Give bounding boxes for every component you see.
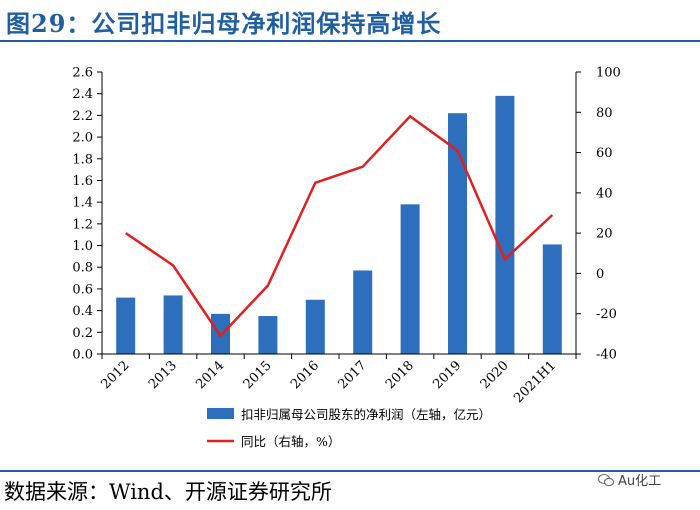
left-tick-label: 1.8 [72,152,93,167]
x-tick-label: 2013 [146,358,180,392]
left-tick-label: 0.6 [72,282,93,297]
x-tick-label: 2016 [288,358,322,392]
x-tick-label: 2014 [193,358,227,392]
bar-2016 [305,299,325,354]
left-tick-label: 0.4 [72,304,93,319]
left-tick-label: 1.6 [72,174,93,189]
watermark-text: Au化工 [618,474,662,489]
bar-2015 [258,316,278,354]
bar-2019 [448,113,467,354]
x-tick-label: 2017 [336,358,370,392]
figure-title: 图29：公司扣非归母净利润保持高增长 [6,9,442,38]
x-tick-label: 2021H1 [511,358,559,406]
left-tick-label: 1.2 [72,217,93,232]
wechat-icon [598,473,614,487]
right-tick-label: 80 [596,106,613,121]
left-tick-label: 1.0 [72,239,93,254]
left-tick-label: 1.4 [72,196,93,211]
bar-2020 [495,95,515,354]
watermark: Au化工 [598,470,661,489]
x-tick-label: 2012 [99,358,133,392]
legend-label-line: 同比（右轴，%） [241,434,340,449]
yoy-growth-line [124,114,554,338]
top-divider [0,40,700,42]
right-tick-label: -40 [596,348,617,363]
bar-2017 [353,270,373,354]
left-tick-label: 0.2 [72,326,93,341]
combo-chart: 0.0 0.2 0.4 0.6 0.8 1.0 1.2 1.4 1.6 1.8 2.0 2.2 2.4 2… [72,66,621,450]
right-tick-label: 100 [596,66,621,81]
x-tick-label: 2018 [383,358,417,392]
left-tick-label: 2.6 [72,66,93,81]
right-tick-label: 60 [596,146,613,161]
left-tick-label: 2.2 [72,109,93,124]
x-tick-label: 2015 [241,358,275,392]
bar-2012 [116,297,136,354]
left-tick-label: 0.0 [72,348,93,363]
right-tick-label: 0 [596,267,604,282]
bar-2018 [400,204,420,354]
legend-swatch-bar [207,408,234,419]
bottom-divider [0,470,700,472]
bar-2021H1 [542,244,562,354]
figure-header: 图29：公司扣非归母净利润保持高增长 [0,0,700,40]
left-tick-label: 2.4 [72,87,93,102]
right-tick-label: -20 [596,307,617,322]
x-tick-label: 2020 [478,358,512,392]
left-tick-label: 0.8 [72,261,93,276]
right-tick-label: 20 [596,227,613,242]
data-source-note: 数据来源：Wind、开源证券研究所 [4,480,332,504]
legend-label-bar: 扣非归属母公司股东的净利润（左轴，亿元） [241,407,491,422]
left-tick-label: 2.0 [72,131,93,146]
right-tick-label: 40 [596,186,613,201]
bar-2013 [163,295,183,354]
x-tick-label: 2019 [430,358,464,392]
